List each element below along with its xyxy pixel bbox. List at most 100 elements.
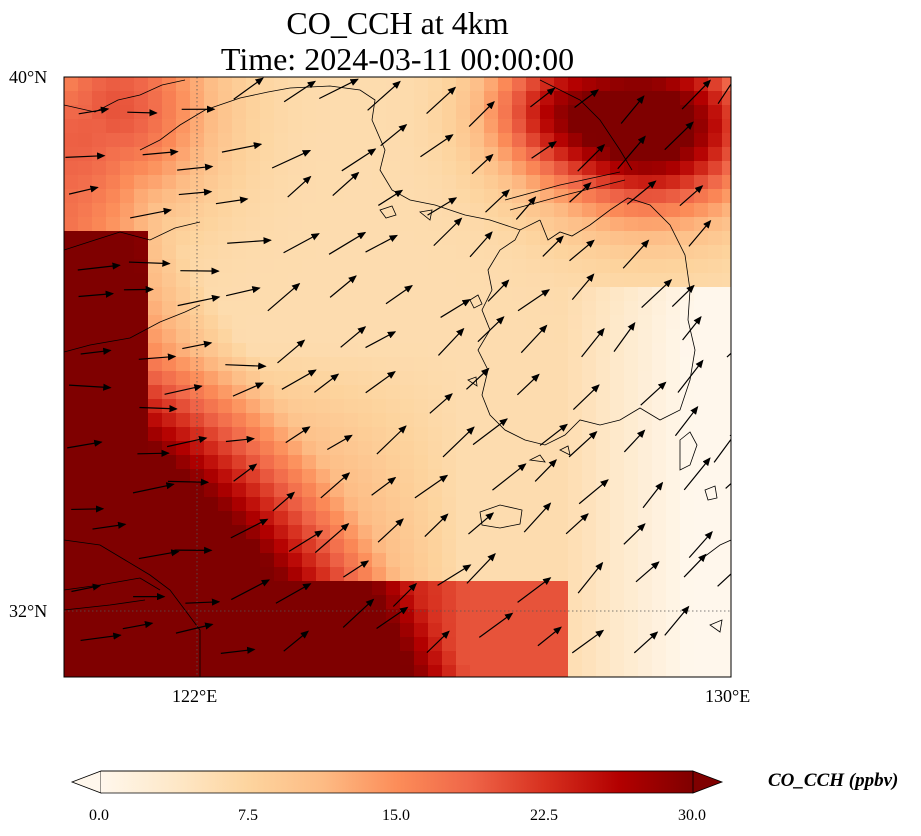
field-cell xyxy=(708,175,723,190)
field-cell xyxy=(498,329,513,344)
field-cell xyxy=(722,273,731,288)
field-cell xyxy=(218,665,233,677)
field-cell xyxy=(400,651,415,666)
field-cell xyxy=(652,539,667,554)
field-cell xyxy=(484,441,499,456)
wind-vector-arrow xyxy=(132,482,175,494)
field-cell xyxy=(526,623,541,638)
wind-vector-arrow xyxy=(492,463,527,491)
field-cell xyxy=(162,231,177,246)
field-cell xyxy=(596,511,611,526)
field-cell xyxy=(386,497,401,512)
field-cell xyxy=(610,385,625,400)
wind-vector-arrow xyxy=(271,149,312,169)
field-cell xyxy=(134,315,149,330)
field-cell xyxy=(106,371,121,386)
field-cell xyxy=(134,91,149,106)
field-cell xyxy=(554,119,569,134)
field-cell xyxy=(498,553,513,568)
field-cell xyxy=(148,175,163,190)
field-cell xyxy=(666,469,681,484)
field-cell xyxy=(512,469,527,484)
field-cell xyxy=(414,441,429,456)
field-cell xyxy=(456,539,471,554)
field-cell xyxy=(120,427,135,442)
field-cell xyxy=(694,343,709,358)
field-cell xyxy=(442,329,457,344)
field-cell xyxy=(624,343,639,358)
field-cell xyxy=(498,203,513,218)
field-cell xyxy=(722,595,731,610)
field-cell xyxy=(274,525,289,540)
field-cell xyxy=(218,399,233,414)
field-cell xyxy=(330,217,345,232)
field-cell xyxy=(708,427,723,442)
field-cell xyxy=(652,525,667,540)
field-cell xyxy=(386,273,401,288)
field-cell xyxy=(582,609,597,624)
field-cell xyxy=(134,189,149,204)
field-cell xyxy=(372,189,387,204)
field-cell xyxy=(372,371,387,386)
wind-vector-arrow xyxy=(671,284,695,307)
field-cell xyxy=(498,343,513,358)
field-cell xyxy=(358,315,373,330)
field-cell xyxy=(596,175,611,190)
field-cell xyxy=(358,581,373,596)
field-cell xyxy=(624,259,639,274)
field-cell xyxy=(218,623,233,638)
field-cell xyxy=(288,301,303,316)
field-cell xyxy=(456,329,471,344)
field-cell xyxy=(176,469,191,484)
field-cell xyxy=(64,371,79,386)
field-cell xyxy=(610,91,625,106)
field-cell xyxy=(722,483,731,498)
concentration-field xyxy=(64,77,731,677)
field-cell xyxy=(610,105,625,120)
field-cell xyxy=(498,301,513,316)
field-cell xyxy=(652,91,667,106)
field-cell xyxy=(512,301,527,316)
field-cell xyxy=(652,469,667,484)
field-cell xyxy=(78,175,93,190)
field-cell xyxy=(134,343,149,358)
field-cell xyxy=(694,119,709,134)
field-cell xyxy=(624,301,639,316)
wind-vector-arrow xyxy=(682,316,702,341)
field-cell xyxy=(246,595,261,610)
field-cell xyxy=(260,315,275,330)
wind-vector-arrow xyxy=(516,373,540,396)
field-cell xyxy=(498,371,513,386)
colorbar-tick-label: 30.0 xyxy=(678,807,706,824)
field-cell xyxy=(456,77,471,92)
field-cell xyxy=(582,371,597,386)
field-cell xyxy=(148,651,163,666)
field-cell xyxy=(596,91,611,106)
field-cell xyxy=(386,217,401,232)
field-cell xyxy=(344,441,359,456)
field-cell xyxy=(288,217,303,232)
field-cell xyxy=(246,217,261,232)
field-cell xyxy=(232,413,247,428)
field-cell xyxy=(638,665,653,677)
field-cell xyxy=(484,287,499,302)
field-cell xyxy=(400,441,415,456)
colorbar-tick-label: 7.5 xyxy=(238,807,258,824)
field-cell xyxy=(344,637,359,652)
field-cell xyxy=(176,511,191,526)
field-cell xyxy=(400,525,415,540)
field-cell xyxy=(176,147,191,162)
field-cell xyxy=(512,133,527,148)
field-cell xyxy=(274,385,289,400)
field-cell xyxy=(372,539,387,554)
field-cell xyxy=(316,273,331,288)
field-cell xyxy=(708,77,723,92)
field-cell xyxy=(470,553,485,568)
field-cell xyxy=(680,511,695,526)
field-cell xyxy=(358,469,373,484)
field-cell xyxy=(624,581,639,596)
field-cell xyxy=(708,497,723,512)
field-cell xyxy=(638,77,653,92)
field-cell xyxy=(470,105,485,120)
field-cell xyxy=(288,245,303,260)
